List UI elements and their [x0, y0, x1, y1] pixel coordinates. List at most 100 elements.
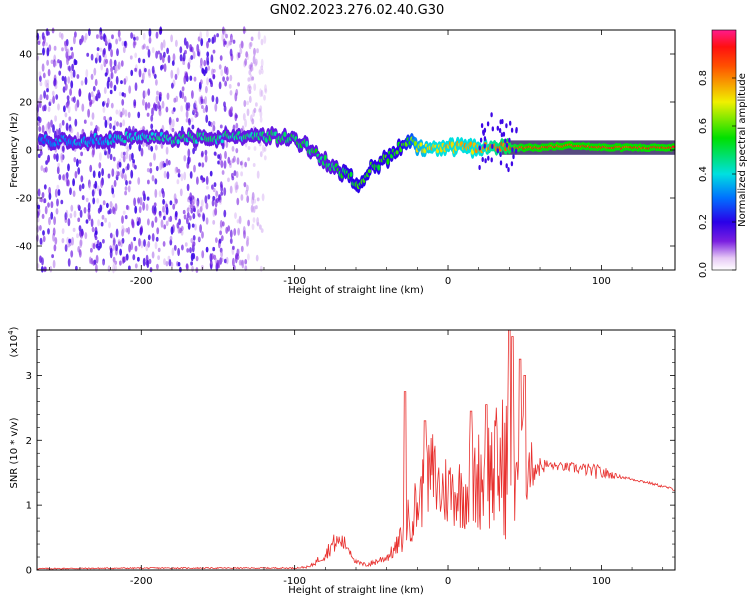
- spectrogram-noise-cell: [98, 171, 101, 179]
- spectrogram-noise-cell: [255, 102, 258, 107]
- spectrogram-noise-cell: [236, 157, 240, 165]
- spectrogram-noise-cell: [83, 119, 87, 124]
- spectrogram-noise-cell: [180, 105, 184, 112]
- spectrogram-noise-cell: [243, 230, 246, 239]
- spectrogram-noise-cell: [61, 238, 65, 244]
- spectrogram-signal-scatter: [479, 137, 483, 143]
- spectrogram-noise-cell: [90, 53, 94, 61]
- spectrogram-noise-cell: [243, 100, 247, 107]
- spectrogram-noise-cell: [37, 121, 41, 127]
- spectrogram-noise-cell: [264, 84, 267, 93]
- spectrogram-noise-cell: [244, 119, 248, 128]
- spectrogram-noise-cell: [150, 123, 154, 130]
- y-tick-label: 0: [26, 146, 32, 157]
- spectrogram-noise-cell: [124, 215, 128, 220]
- spectrogram-noise-cell: [53, 153, 57, 160]
- spectrogram-noise-cell: [206, 185, 209, 190]
- spectrogram-noise-cell: [163, 163, 167, 168]
- spectrogram-noise-cell: [247, 219, 251, 227]
- spectrogram-noise-cell: [67, 218, 71, 227]
- spectrogram-noise-cell: [224, 80, 228, 87]
- spectrogram-noise-cell: [69, 127, 72, 134]
- spectrogram-noise-cell: [104, 119, 108, 129]
- spectrogram-noise-cell: [52, 59, 56, 68]
- spectrogram-noise-cell: [47, 121, 51, 130]
- spectrogram-signal-scatter: [490, 112, 493, 118]
- spectrogram-noise-cell: [218, 238, 222, 244]
- spectrogram-signal-scatter: [487, 155, 490, 161]
- spectrogram-noise-cell: [201, 150, 204, 157]
- x-tick-label: -100: [283, 576, 306, 587]
- spectrogram-noise-cell: [148, 258, 152, 264]
- spectrogram-noise-cell: [147, 49, 151, 58]
- spectrogram-noise-cell: [256, 170, 260, 179]
- spectrogram-noise-cell: [234, 182, 238, 191]
- spectrogram-noise-cell: [107, 42, 111, 52]
- spectrogram-noise-cell: [104, 40, 108, 46]
- spectrogram-noise-cell: [148, 73, 152, 78]
- spectrogram-noise-cell: [251, 118, 255, 125]
- spectrogram-noise-cell: [135, 36, 139, 41]
- x-tick-label: -100: [283, 276, 306, 287]
- spectrogram-noise-cell: [191, 199, 194, 208]
- spectrogram-noise-cell: [225, 33, 228, 39]
- snr-x-axis-label: Height of straight line (km): [288, 585, 424, 596]
- spectrogram-noise-cell: [124, 109, 128, 117]
- spectrogram-noise-cell: [127, 111, 131, 118]
- spectrogram-noise-cell: [112, 261, 116, 266]
- spectrogram-noise-cell: [236, 254, 240, 260]
- spectrogram-noise-cell: [224, 258, 227, 264]
- spectrogram-noise-cell: [189, 247, 192, 254]
- x-tick-label: 0: [445, 576, 451, 587]
- spectrogram-noise-cell: [91, 226, 95, 233]
- spectrogram-noise-cell: [177, 226, 181, 234]
- spectrogram-noise-cell: [212, 120, 216, 126]
- spectrogram-noise-cell: [37, 153, 41, 158]
- spectrogram-noise-cell: [189, 75, 193, 81]
- spectrogram-noise-cell: [142, 90, 146, 99]
- spectrogram-noise-cell: [94, 57, 98, 64]
- spectrogram-noise-cell: [70, 204, 74, 212]
- spectrogram-noise-cell: [147, 234, 151, 241]
- spectrogram-noise-cell: [95, 254, 99, 264]
- spectrogram-noise-cell: [153, 152, 156, 161]
- spectrogram-noise-cell: [259, 110, 263, 118]
- spectrogram-noise-cell: [254, 60, 258, 66]
- spectrogram-signal-scatter: [483, 136, 487, 142]
- spectrogram-noise-cell: [108, 221, 111, 229]
- spectrogram-noise-cell: [231, 145, 235, 152]
- snr-y-scale-factor: (x104): [7, 326, 20, 357]
- spectrogram-noise-cell: [147, 218, 150, 226]
- colorbar: 0.0 0.2 0.4 0.6 0.8 Normalized spectral ampl…: [698, 29, 748, 278]
- spectrogram-noise-cell: [45, 94, 49, 101]
- spectrogram-signal-scatter: [481, 157, 484, 162]
- spectrogram-signal-core: [150, 132, 154, 136]
- spectrogram-signal-scatter: [500, 132, 504, 138]
- spectrogram-noise-cell: [188, 196, 192, 201]
- spectrogram-noise-cell: [39, 237, 43, 245]
- spectrogram-noise-cell: [244, 161, 248, 168]
- spectrogram-noise-cell: [48, 101, 52, 106]
- spectrogram-noise-cell: [177, 247, 181, 257]
- spectrogram-noise-cell: [176, 179, 180, 185]
- spectrogram-noise-cell: [206, 51, 210, 57]
- spectrogram-noise-cell: [103, 47, 106, 56]
- spectrogram-noise-cell: [155, 236, 159, 242]
- spectrogram-noise-cell: [218, 81, 222, 90]
- spectrogram-noise-cell: [58, 123, 62, 130]
- spectrogram-noise-cell: [129, 55, 133, 60]
- spectrogram-noise-cell: [247, 77, 251, 82]
- spectrogram-noise-cell: [197, 236, 201, 242]
- spectrogram-noise-cell: [255, 254, 259, 262]
- spectrogram-noise-cell: [68, 238, 71, 244]
- spectrogram-noise-cell: [119, 111, 123, 118]
- spectrogram-signal-core: [220, 139, 224, 144]
- spectrogram-noise-cell: [118, 109, 122, 117]
- spectrogram-noise-cell: [216, 259, 220, 269]
- spectrogram-noise-cell: [185, 110, 189, 119]
- spectrogram-noise-cell: [54, 237, 58, 245]
- spectrogram-signal-scatter: [501, 119, 504, 124]
- spectrogram-noise-cell: [65, 48, 69, 55]
- spectrogram-signal-scatter: [478, 145, 481, 151]
- spectrogram-noise-cell: [55, 94, 59, 100]
